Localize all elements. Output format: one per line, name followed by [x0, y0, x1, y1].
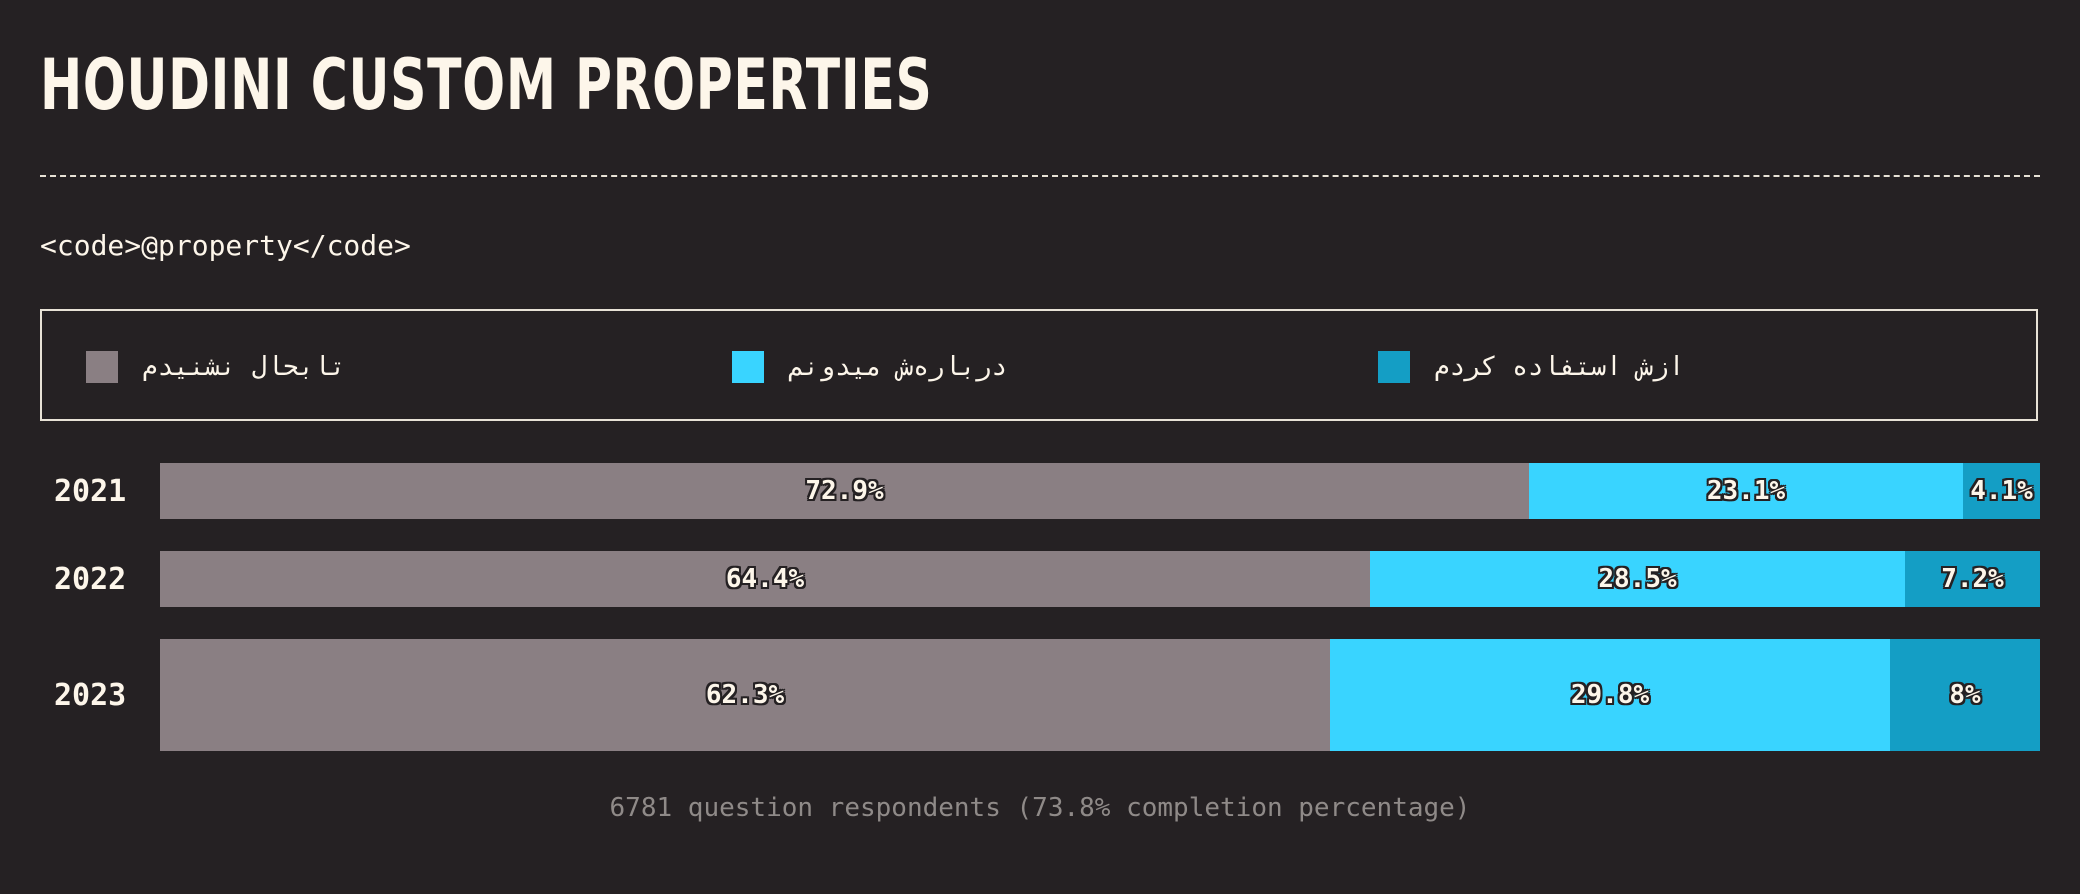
- chart-title: HOUDINI CUSTOM PROPERTIES: [40, 44, 933, 126]
- legend-swatch: [1378, 351, 1410, 383]
- bar-segment: 23.1%: [1529, 463, 1963, 519]
- bar-segment: 29.8%: [1330, 639, 1890, 751]
- chart-subtitle: <code>@property</code>: [40, 229, 411, 262]
- bar-row-2023: 2023 62.3% 29.8% 8%: [0, 639, 2080, 751]
- legend-item-never-heard: تابحال نشنیدم: [86, 351, 346, 383]
- bar-segment: 72.9%: [160, 463, 1529, 519]
- bar-track: 72.9% 23.1% 4.1%: [160, 463, 2040, 519]
- legend-label: تابحال نشنیدم: [142, 352, 346, 382]
- bar-segment: 8%: [1890, 639, 2040, 751]
- legend-swatch: [732, 351, 764, 383]
- bar-segment: 4.1%: [1963, 463, 2040, 519]
- data-label: 62.3%: [705, 680, 785, 710]
- data-label: 7.2%: [1941, 564, 2004, 594]
- bar-segment: 28.5%: [1370, 551, 1905, 607]
- bar-segment: 64.4%: [160, 551, 1370, 607]
- legend-item-used-it: ازش استفاده کردم: [1378, 351, 1684, 383]
- year-label: 2022: [54, 561, 127, 597]
- data-label: 64.4%: [725, 564, 805, 594]
- bar-segment: 7.2%: [1905, 551, 2040, 607]
- bar-track: 64.4% 28.5% 7.2%: [160, 551, 2040, 607]
- bar-row-2021: 2021 72.9% 23.1% 4.1%: [0, 463, 2080, 519]
- data-label: 28.5%: [1598, 564, 1677, 594]
- dashed-divider: [40, 175, 2040, 177]
- legend-label: ازش استفاده کردم: [1434, 352, 1685, 382]
- respondents-footnote: 6781 question respondents (73.8% complet…: [609, 793, 1471, 823]
- legend-label: درباره‌ش میدونم: [788, 352, 1008, 382]
- data-label: 23.1%: [1706, 476, 1786, 506]
- legend: تابحال نشنیدم درباره‌ش میدونم ازش استفاد…: [40, 309, 2038, 421]
- data-label: 29.8%: [1570, 680, 1650, 710]
- legend-swatch: [86, 351, 118, 383]
- bar-track: 62.3% 29.8% 8%: [160, 639, 2040, 751]
- bar-segment: 62.3%: [160, 639, 1330, 751]
- data-label: 4.1%: [1970, 476, 2033, 506]
- year-label: 2023: [54, 677, 127, 713]
- bar-row-2022: 2022 64.4% 28.5% 7.2%: [0, 551, 2080, 607]
- legend-item-know-about: درباره‌ش میدونم: [732, 351, 1007, 383]
- data-label: 72.9%: [805, 476, 884, 506]
- year-label: 2021: [54, 473, 127, 509]
- data-label: 8%: [1949, 680, 1981, 710]
